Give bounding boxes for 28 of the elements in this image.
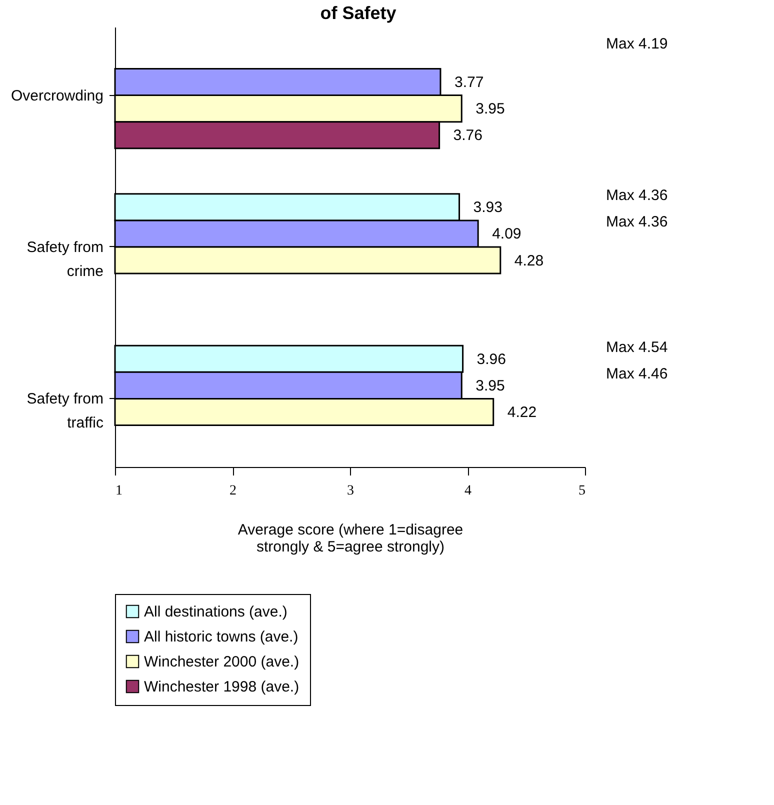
text: Max 4.54 [606, 338, 668, 356]
x-tick-label: 4 [464, 484, 472, 498]
data-label: 3.95 [476, 100, 505, 118]
legend-label: All destinations (ave.) [144, 604, 288, 620]
chart-title: of Safety [320, 3, 396, 23]
x-tick-label: 5 [578, 484, 586, 498]
data-label: 3.77 [454, 74, 484, 91]
x-axis-title: Average score (where 1=disagree strongly & 5=agree strongly) [238, 522, 464, 556]
data-label: 4.22 [507, 404, 537, 421]
x-tick-label: 2 [230, 484, 236, 498]
y-tick-label: Safety from traffic [26, 390, 104, 432]
data-label: 4.09 [492, 226, 522, 243]
text: Max 4.46 [606, 365, 668, 382]
y-tick-label: Overcrowding [10, 87, 104, 104]
text: Max 4.36 [606, 214, 668, 231]
legend-label: Winchester 1998 (ave.) [144, 678, 300, 696]
data-label: 3.76 [453, 127, 483, 144]
text: Max 4.36 [606, 187, 668, 204]
data-label: 3.95 [476, 377, 505, 394]
data-label: 3.93 [473, 199, 502, 216]
text: Max 4.19 [606, 35, 668, 52]
y-tick-label: Safety from crime [26, 239, 104, 280]
legend-label: Winchester 2000 (ave.) [144, 654, 300, 670]
legend-label: All historic towns (ave.) [144, 628, 298, 646]
data-label: 4.28 [514, 252, 544, 270]
data-label: 3.96 [476, 350, 506, 368]
x-tick-label: 3 [347, 484, 354, 498]
x-tick-label: 1 [116, 484, 122, 498]
